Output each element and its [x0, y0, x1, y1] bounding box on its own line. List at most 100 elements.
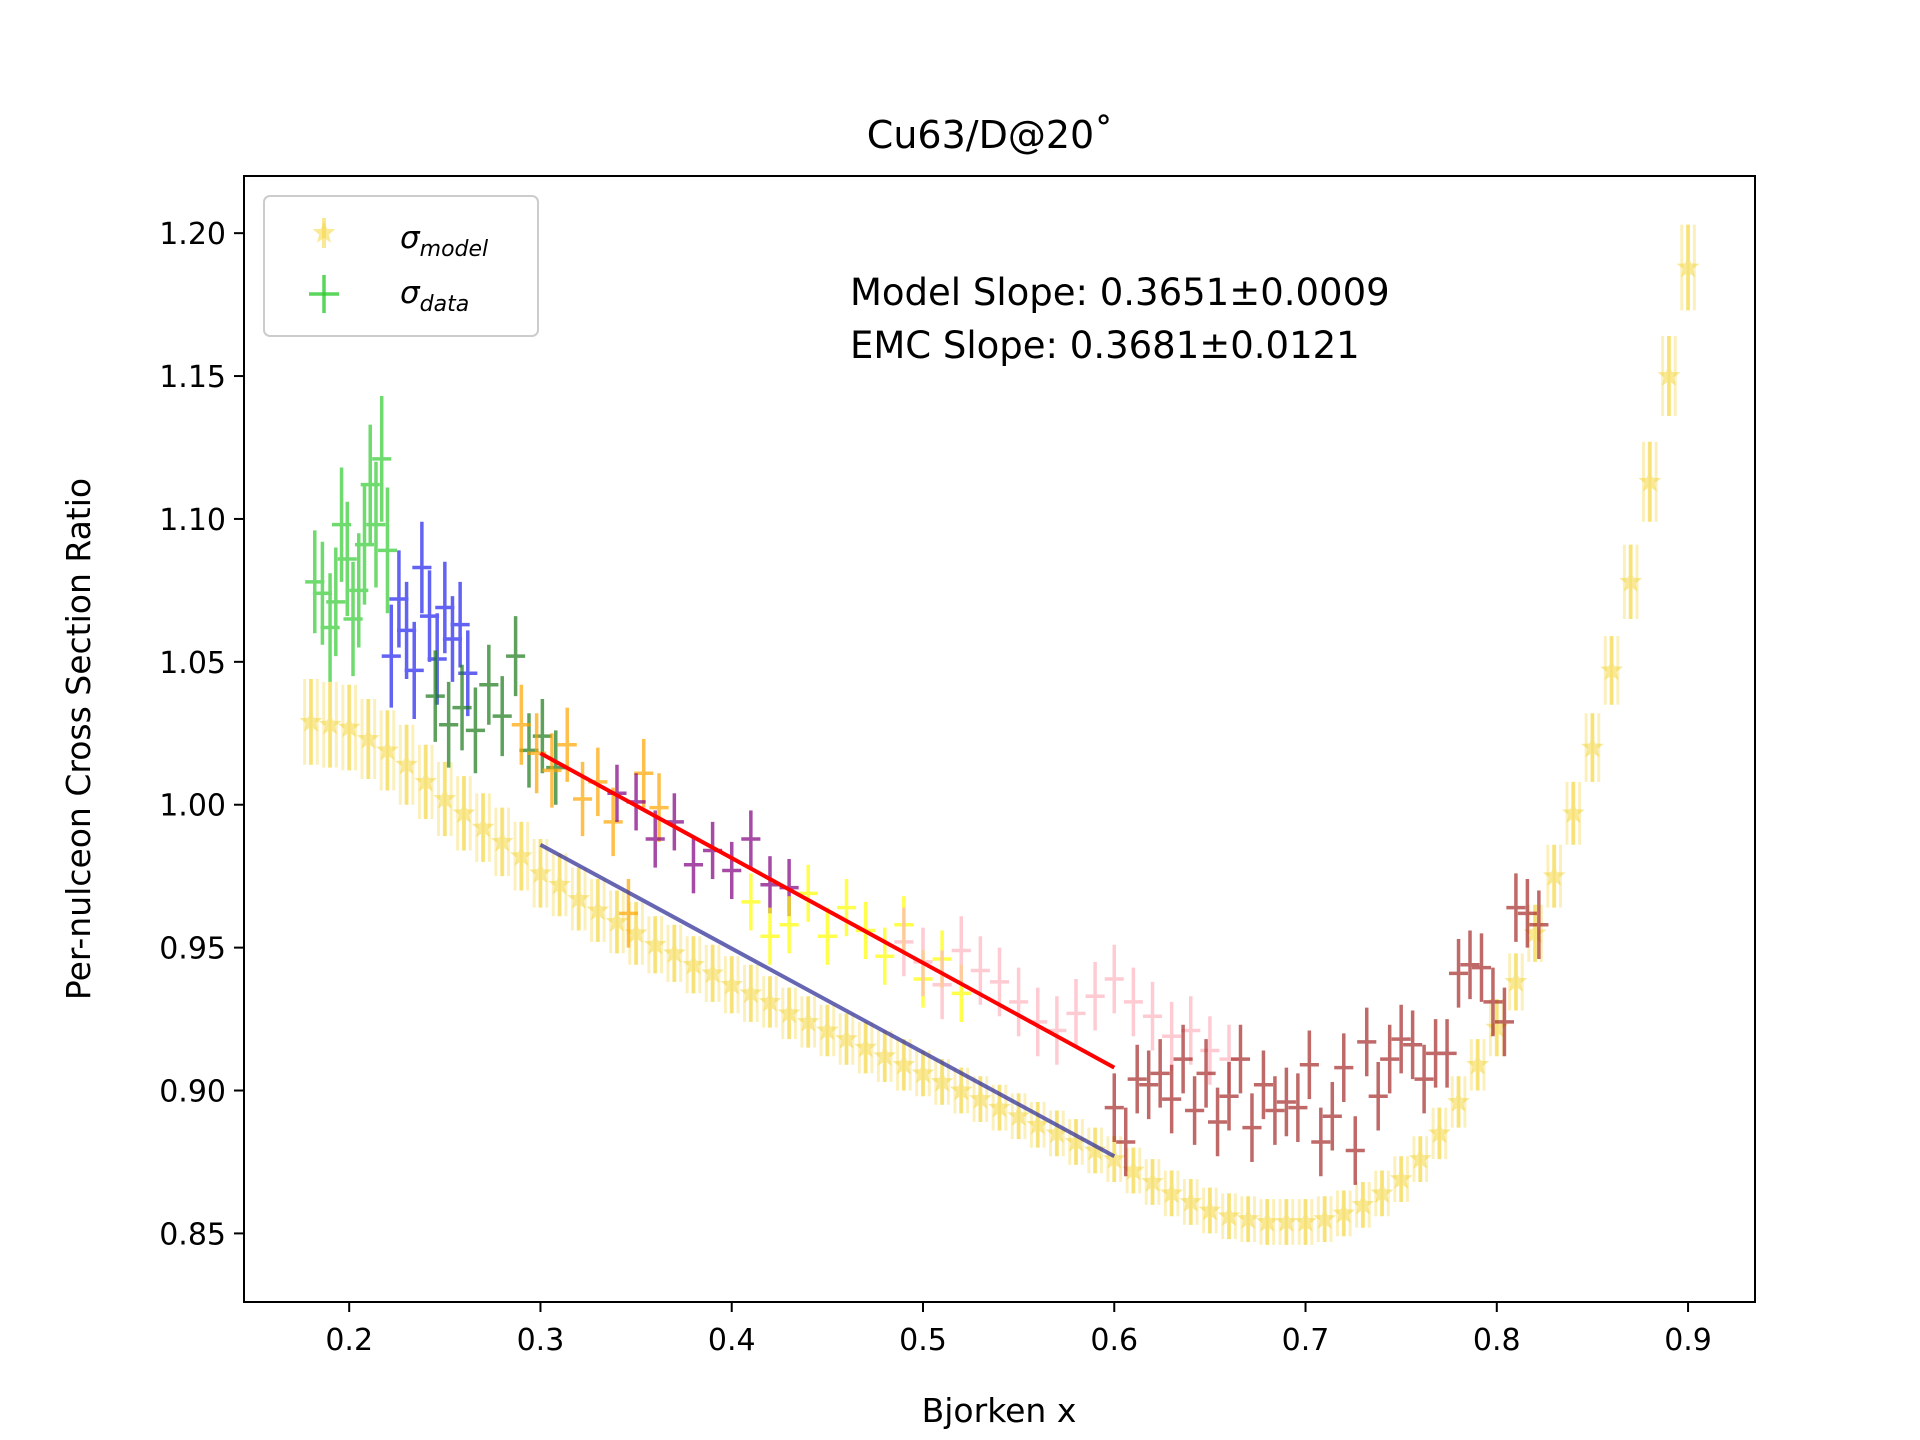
legend: σmodel σdata: [263, 195, 539, 337]
model-point: [1600, 658, 1623, 681]
model-point: [1026, 1112, 1050, 1135]
legend-model-star: [312, 221, 336, 243]
model-point: [624, 921, 648, 943]
model-point: [1102, 1147, 1126, 1169]
model-point: [1389, 1167, 1413, 1189]
y-axis-label: Per-nulceon Cross Section Ratio: [59, 478, 98, 1000]
model-point: [452, 801, 476, 823]
model-point: [567, 887, 591, 909]
y-tick-label: 0.90: [159, 1075, 226, 1110]
model-point: [376, 738, 399, 761]
model-point: [777, 1001, 801, 1024]
model-point: [1523, 921, 1547, 943]
model-point: [1370, 1181, 1394, 1204]
data-series-0: [305, 396, 398, 682]
y-tick-label: 1.00: [159, 789, 226, 824]
model-point: [509, 844, 533, 866]
model-point: [1581, 735, 1604, 758]
model-point: [1313, 1207, 1337, 1229]
model-point: [873, 1044, 897, 1066]
x-axis-label: Bjorken x: [922, 1391, 1077, 1430]
model-point: [337, 715, 361, 738]
model-point: [1676, 255, 1700, 278]
model-point: [1485, 1015, 1509, 1038]
model-point: [1198, 1198, 1222, 1221]
model-point: [682, 952, 705, 975]
model-point: [1332, 1201, 1356, 1224]
model-point: [1141, 1170, 1164, 1192]
model-point: [1255, 1210, 1279, 1232]
model-point: [720, 972, 744, 995]
plot-frame: [243, 175, 1756, 1303]
model-slope-annotation: Model Slope: 0.3651±0.0009: [850, 271, 1390, 314]
model-point: [1236, 1207, 1260, 1229]
model-point: [1294, 1210, 1317, 1232]
model-point: [892, 1052, 916, 1075]
model-point: [796, 1009, 820, 1032]
model-point: [1351, 1192, 1375, 1215]
model-point: [529, 861, 552, 883]
chart-title: Cu63/D@20˚: [867, 113, 1113, 157]
x-tick-label: 0.7: [1282, 1323, 1330, 1358]
data-series-7: [1104, 873, 1549, 1185]
model-point: [586, 898, 610, 921]
model-point: [1179, 1190, 1203, 1212]
legend-data-marker: [309, 275, 339, 313]
model-point: [701, 961, 724, 984]
legend-data-subscript: data: [420, 292, 470, 317]
model-point: [1083, 1138, 1107, 1161]
x-tick-label: 0.4: [708, 1323, 756, 1358]
model-point: [299, 709, 323, 732]
model-point: [1275, 1210, 1298, 1232]
x-tick-label: 0.2: [325, 1323, 373, 1358]
model-point: [930, 1069, 954, 1092]
model-fit-line: [539, 842, 1116, 1159]
model-point: [815, 1018, 839, 1041]
model-series: [299, 224, 1700, 1245]
model-point: [854, 1035, 877, 1058]
model-point: [1542, 864, 1566, 886]
model-point: [1045, 1121, 1069, 1144]
model-point: [1561, 801, 1585, 823]
model-point: [1657, 364, 1681, 386]
model-point: [1122, 1158, 1145, 1181]
model-point: [1007, 1104, 1030, 1126]
legend-model-label: σmodel: [400, 220, 488, 262]
data-series-1: [381, 521, 478, 719]
legend-box: [263, 195, 539, 337]
model-point: [643, 932, 667, 955]
model-point: [1408, 1147, 1432, 1169]
x-tick-label: 0.8: [1473, 1323, 1521, 1358]
model-point: [548, 872, 571, 895]
model-point: [1160, 1181, 1184, 1204]
model-point: [662, 941, 686, 963]
model-point: [1619, 569, 1643, 592]
model-point: [969, 1087, 992, 1109]
model-point: [490, 829, 514, 852]
legend-data-label: σdata: [400, 275, 469, 317]
model-point: [988, 1095, 1011, 1118]
model-point: [356, 727, 380, 749]
model-point: [911, 1061, 935, 1084]
y-tick-label: 0.85: [159, 1217, 226, 1252]
y-tick-label: 0.95: [159, 932, 226, 967]
model-point: [433, 787, 457, 809]
data-fit-line: [539, 751, 1116, 1070]
y-tick-label: 1.05: [159, 646, 226, 681]
legend-data-symbol: σ: [400, 275, 421, 311]
axis-ticks: 0.2 0.3 0.4 0.5 0.6 0.7 0.8 0.9 0.85 0.90 0.95 1.00…: [159, 217, 1712, 1358]
model-point: [1638, 469, 1662, 492]
model-point: [1064, 1130, 1088, 1152]
data-series-2: [425, 616, 566, 805]
model-point: [835, 1027, 858, 1049]
legend-model-symbol: σ: [400, 220, 421, 256]
model-point: [471, 815, 495, 838]
y-tick-label: 1.20: [159, 217, 226, 252]
data-series-6: [894, 907, 1239, 1094]
model-point: [605, 909, 629, 932]
model-point: [414, 769, 438, 792]
model-point: [1504, 969, 1528, 992]
y-tick-label: 1.15: [159, 360, 226, 395]
model-point: [318, 712, 342, 735]
